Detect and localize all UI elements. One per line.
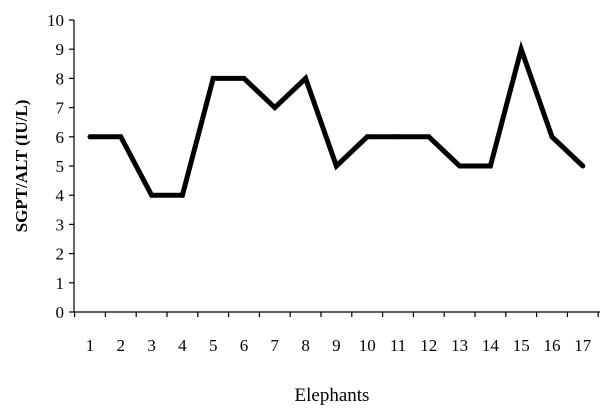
y-tick-label: 2 xyxy=(56,245,65,264)
x-tick-label: 16 xyxy=(544,336,561,355)
data-point xyxy=(580,163,586,169)
data-point xyxy=(118,134,124,140)
y-tick-label: 4 xyxy=(56,186,65,205)
x-tick-marks xyxy=(73,312,599,317)
x-tick-label: 11 xyxy=(390,336,406,355)
x-tick-label: 4 xyxy=(178,336,187,355)
y-tick-label: 0 xyxy=(56,303,65,322)
data-point xyxy=(87,134,93,140)
y-tick-labels: 0 1 2 3 4 5 6 7 8 9 10 xyxy=(47,11,65,322)
data-point xyxy=(241,75,247,81)
data-point xyxy=(518,46,524,52)
y-axis-title: SGPT/ALT (IU/L) xyxy=(12,100,31,233)
x-tick-label: 7 xyxy=(271,336,280,355)
data-point xyxy=(395,134,401,140)
x-tick-labels: 1 2 3 4 5 6 7 8 9 10 11 12 13 14 15 16 17 xyxy=(86,336,592,355)
data-point xyxy=(426,134,432,140)
x-tick-label: 17 xyxy=(574,336,592,355)
data-point xyxy=(333,163,339,169)
y-tick-label: 3 xyxy=(56,215,65,234)
x-tick-label: 12 xyxy=(420,336,437,355)
data-point xyxy=(179,192,185,198)
data-point xyxy=(149,192,155,198)
x-tick-label: 15 xyxy=(513,336,530,355)
y-tick-label: 6 xyxy=(56,128,65,147)
x-tick-label: 14 xyxy=(482,336,500,355)
data-point xyxy=(210,75,216,81)
data-points xyxy=(87,46,586,198)
data-point xyxy=(549,134,555,140)
x-tick-label: 13 xyxy=(451,336,468,355)
x-tick-label: 8 xyxy=(301,336,310,355)
x-tick-label: 1 xyxy=(86,336,95,355)
data-point xyxy=(487,163,493,169)
x-tick-label: 6 xyxy=(240,336,249,355)
data-point xyxy=(303,75,309,81)
data-point xyxy=(457,163,463,169)
x-tick-label: 5 xyxy=(209,336,218,355)
x-tick-label: 10 xyxy=(359,336,376,355)
x-tick-label: 3 xyxy=(147,336,156,355)
y-tick-label: 8 xyxy=(56,69,65,88)
data-point xyxy=(272,105,278,111)
series-line xyxy=(90,40,585,198)
x-tick-label: 9 xyxy=(332,336,341,355)
y-tick-label: 1 xyxy=(56,274,65,293)
y-tick-label: 10 xyxy=(47,11,64,30)
x-tick-label: 2 xyxy=(117,336,126,355)
data-point xyxy=(364,134,370,140)
y-tick-label: 9 xyxy=(56,40,65,59)
x-axis-title: Elephants xyxy=(295,385,370,406)
y-tick-label: 5 xyxy=(56,157,65,176)
y-tick-marks xyxy=(69,19,74,313)
y-tick-label: 7 xyxy=(56,99,65,118)
